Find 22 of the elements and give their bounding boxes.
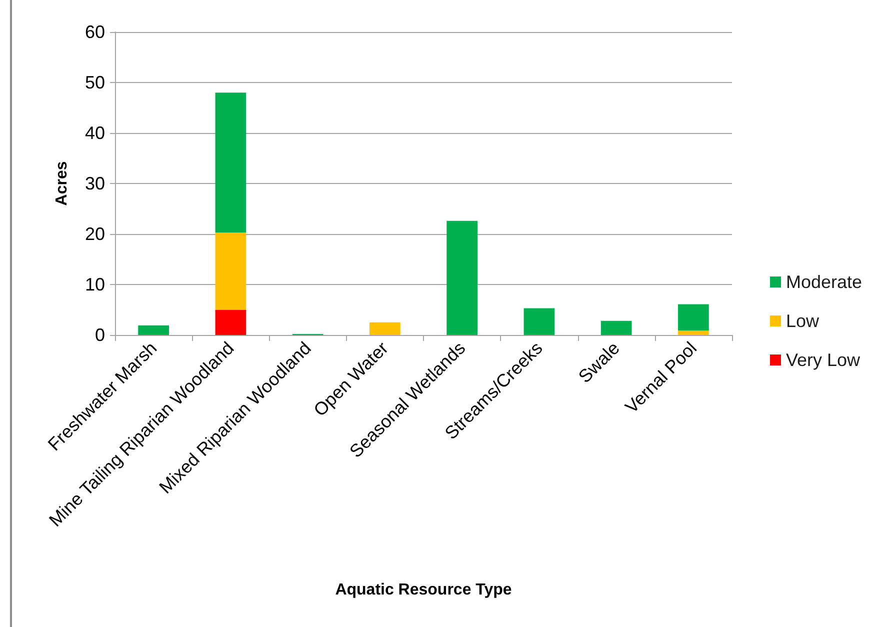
y-tick-label: 50	[84, 72, 105, 92]
bar	[446, 220, 478, 335]
bar	[678, 304, 709, 330]
bar	[215, 232, 246, 310]
y-tick-label: 10	[84, 274, 105, 294]
bar	[215, 310, 246, 335]
bar	[524, 308, 555, 335]
y-axis-title: Acres	[54, 161, 70, 206]
bar	[138, 325, 169, 335]
y-tick-label: 60	[84, 22, 105, 42]
bar	[215, 92, 246, 232]
legend-label: Moderate	[786, 272, 862, 292]
bar	[678, 330, 709, 335]
y-tick-label: 30	[84, 174, 105, 194]
legend-label: Low	[786, 311, 820, 331]
bar	[370, 322, 400, 335]
y-tick-label: 20	[84, 224, 105, 244]
legend-label: Very Low	[786, 350, 862, 370]
bar	[600, 320, 632, 335]
y-tick-label: 0	[94, 325, 105, 345]
y-tick-label: 40	[84, 123, 105, 143]
x-axis-title: Aquatic Resource Type	[335, 582, 512, 598]
